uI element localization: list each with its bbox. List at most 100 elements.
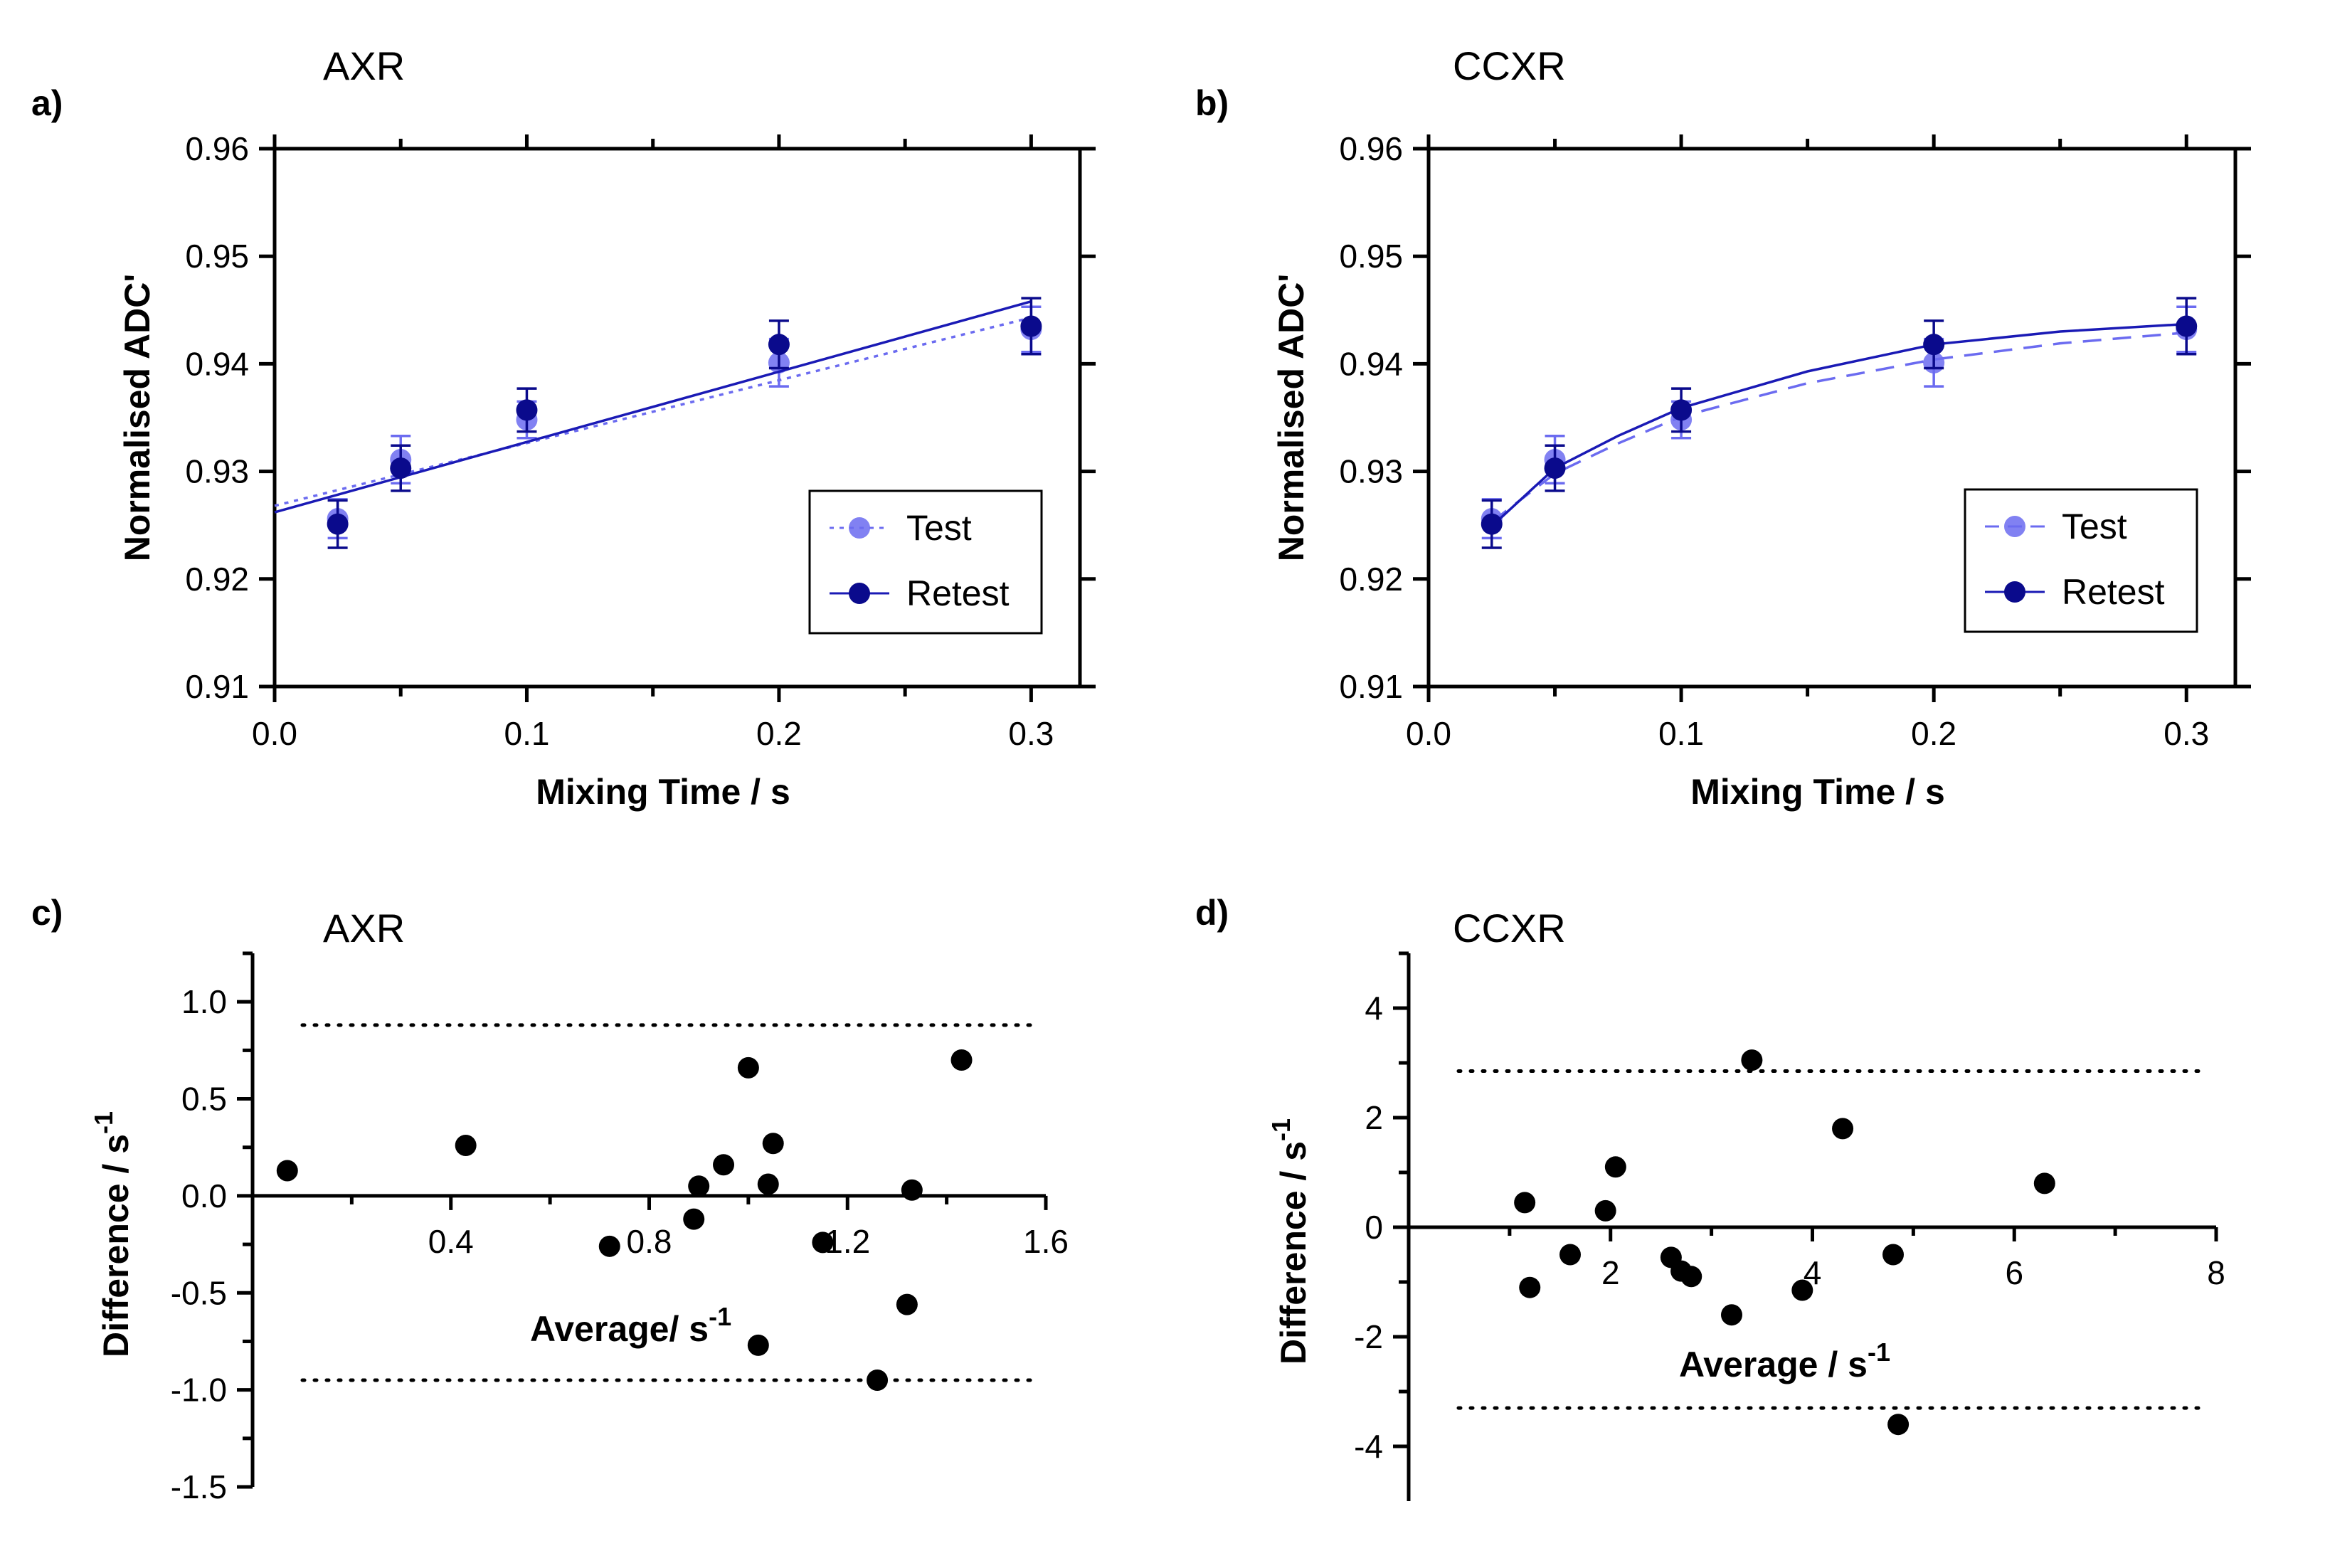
data-point	[762, 1133, 784, 1155]
data-point-retest	[516, 399, 538, 421]
data-point	[276, 1160, 298, 1182]
y-tick-label: 1.0	[181, 983, 227, 1020]
x-axis-label-sup: -1	[709, 1302, 731, 1331]
data-point	[598, 1235, 620, 1257]
chart-title: AXR	[323, 906, 405, 950]
data-point-retest	[1481, 513, 1503, 535]
y-tick-label: -1.5	[171, 1468, 227, 1505]
y-tick-label: -2	[1354, 1318, 1383, 1355]
data-point-retest	[2176, 315, 2198, 337]
legend-marker	[849, 583, 870, 604]
y-tick-label: -0.5	[171, 1274, 227, 1311]
y-axis-label-text: Difference / s	[1273, 1141, 1313, 1365]
x-axis-label-text: Average / s	[1679, 1345, 1868, 1384]
x-tick-label: 2	[1601, 1254, 1620, 1291]
y-tick-label: 0.5	[181, 1081, 227, 1118]
y-tick-label: 4	[1365, 990, 1383, 1027]
panel-label: d)	[1195, 893, 1229, 933]
x-tick-label: 0.2	[1911, 715, 1956, 752]
data-point	[1604, 1156, 1626, 1178]
legend-marker	[849, 517, 870, 539]
data-point-retest	[327, 513, 349, 535]
y-axis-label: Normalised ADC'	[1271, 274, 1311, 562]
y-axis-label-sup: -1	[1266, 1118, 1296, 1141]
chart-title: AXR	[323, 43, 405, 88]
data-point	[1594, 1199, 1616, 1222]
x-axis-label: Mixing Time / s	[1690, 772, 1945, 812]
data-point	[1791, 1279, 1813, 1301]
y-tick-label: 0.93	[1339, 453, 1403, 490]
data-point	[1741, 1049, 1763, 1071]
data-point	[950, 1049, 973, 1071]
panel-label: a)	[31, 83, 63, 123]
panel-a: a) AXR 0.91 0.92 0.93 0.94 0.95 0.96 0.0 0.1 0.2 0.…	[31, 43, 1096, 812]
legend-label: Test	[2062, 507, 2127, 546]
y-tick-label: 0	[1365, 1209, 1383, 1246]
y-tick-label: 0.96	[1339, 130, 1403, 167]
y-axis-label-sup: -1	[89, 1111, 118, 1134]
legend-label: Retest	[2062, 572, 2165, 612]
fit-line-test	[274, 316, 1032, 507]
data-point	[1519, 1276, 1541, 1298]
legend-label: Retest	[906, 573, 1010, 613]
data-point-retest	[1544, 457, 1566, 480]
legend-marker	[2004, 516, 2025, 537]
data-point	[812, 1231, 834, 1254]
data-point	[1887, 1414, 1910, 1436]
x-tick-label: 0.3	[2164, 715, 2209, 752]
y-tick-label: 0.95	[185, 238, 249, 275]
data-point	[747, 1334, 769, 1356]
legend-label: Test	[906, 508, 972, 548]
x-tick-label: 0.4	[428, 1223, 474, 1260]
data-point	[896, 1293, 918, 1315]
data-point-retest	[1670, 399, 1693, 421]
chart-title: CCXR	[1453, 906, 1566, 950]
legend: Test Retest	[1964, 488, 2198, 633]
legend: Test Retest	[808, 489, 1043, 635]
legend-box	[1964, 488, 2198, 633]
y-tick-label: 0.95	[1339, 238, 1403, 275]
data-point	[2033, 1172, 2055, 1194]
legend-marker	[2004, 581, 2025, 603]
panel-label: b)	[1195, 83, 1229, 123]
y-tick-label: -1.0	[171, 1372, 227, 1409]
data-point	[1559, 1244, 1581, 1266]
data-point	[713, 1154, 735, 1176]
chart-title: CCXR	[1453, 43, 1566, 88]
y-axis-label-text: Difference / s	[96, 1134, 136, 1357]
x-axis-label: Average / s-1	[1679, 1337, 1890, 1384]
y-axis-label: Difference / s-1	[89, 1111, 136, 1357]
y-axis-label: Difference / s-1	[1266, 1118, 1313, 1365]
y-tick-label: 0.92	[185, 561, 249, 598]
data-point	[1882, 1244, 1904, 1266]
y-tick-label: 0.93	[185, 453, 249, 490]
data-point	[1514, 1192, 1536, 1214]
x-tick-label: 6	[2005, 1254, 2023, 1291]
y-tick-label: 0.0	[181, 1177, 227, 1214]
data-point	[683, 1208, 705, 1230]
data-point-retest	[768, 334, 790, 356]
panel-c: c) AXR-1.5-1.0-0.50.00.51.00.4 0.8 1.2 1.6Av…	[31, 893, 1069, 1505]
data-point-retest	[390, 457, 412, 480]
y-tick-label: -4	[1354, 1428, 1383, 1465]
data-point	[455, 1135, 477, 1156]
y-axis-label: Normalised ADC'	[117, 274, 157, 562]
data-point	[1680, 1266, 1702, 1288]
data-point	[737, 1056, 759, 1079]
x-axis-label-sup: -1	[1868, 1337, 1890, 1367]
y-tick-label: 2	[1365, 1099, 1383, 1136]
fit-line-retest	[1490, 322, 2187, 527]
data-point	[901, 1179, 923, 1201]
x-axis-label: Mixing Time / s	[536, 772, 790, 812]
x-axis-label-text: Average/ s	[530, 1309, 709, 1349]
x-tick-label: 0.1	[504, 715, 549, 752]
y-tick-label: 0.94	[185, 345, 249, 382]
data-point-retest	[1020, 315, 1042, 337]
x-tick-label: 0.2	[756, 715, 802, 752]
x-tick-label: 0.8	[627, 1223, 672, 1260]
panel-label: c)	[31, 893, 63, 933]
y-tick-label: 0.91	[1339, 668, 1403, 705]
y-tick-label: 0.96	[185, 130, 249, 167]
data-point	[1721, 1304, 1742, 1326]
